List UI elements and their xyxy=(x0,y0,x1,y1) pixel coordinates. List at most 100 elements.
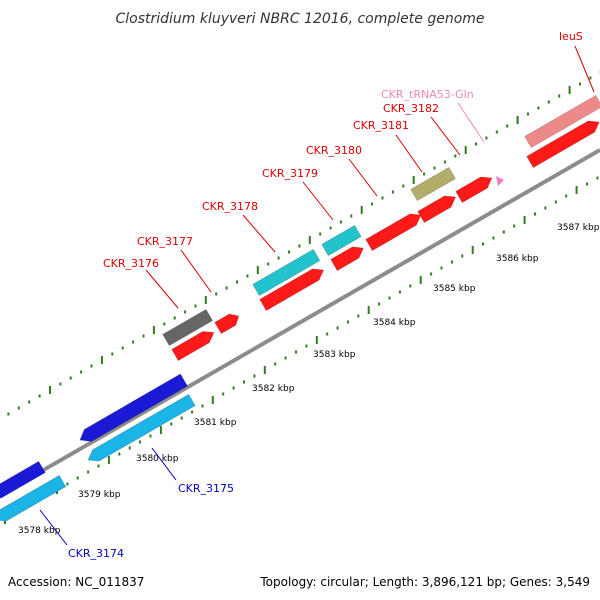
inner-minor-tick xyxy=(596,176,599,180)
gene-label: CKR_3175 xyxy=(178,482,234,495)
outer-minor-tick xyxy=(38,394,41,398)
inner-minor-tick xyxy=(305,344,308,348)
cds-3178-cyan xyxy=(252,248,321,297)
genome-backbone xyxy=(0,148,600,497)
accession-label: Accession: NC_011837 xyxy=(8,575,144,589)
cds-3180-shape xyxy=(365,213,422,252)
cds-reverse-3174a-shape xyxy=(0,460,46,499)
gene-callouts: CKR_3174 CKR_3175 CKR_3176 CKR_3177 CKR_3178… xyxy=(39,30,595,560)
inner-major-tick xyxy=(159,426,162,434)
inner-minor-tick xyxy=(430,272,433,276)
trna-marker xyxy=(496,176,504,186)
inner-minor-tick xyxy=(97,464,100,468)
outer-minor-tick xyxy=(298,244,301,248)
outer-minor-tick xyxy=(579,82,581,86)
inner-minor-tick xyxy=(336,326,339,330)
cds-3181-shape xyxy=(417,195,457,224)
inner-major-tick xyxy=(471,246,474,254)
gene-label: CKR_3174 xyxy=(68,547,124,560)
outer-minor-tick xyxy=(423,172,426,176)
outer-minor-tick xyxy=(173,316,176,320)
kbp-label: 3584 kbp xyxy=(373,318,416,328)
cds-leuS-shape xyxy=(526,120,600,169)
kbp-label: 3578 kbp xyxy=(18,526,61,536)
inner-major-tick xyxy=(367,306,370,314)
kbp-label: 3580 kbp xyxy=(136,454,179,464)
kbp-label: 3587 kbp xyxy=(557,223,600,233)
cds-3182-shape xyxy=(455,176,493,204)
gene-label: CKR_3176 xyxy=(103,257,159,270)
callout-line xyxy=(151,447,177,481)
outer-minor-tick xyxy=(558,94,561,98)
outer-minor-tick xyxy=(163,322,166,326)
kbp-label: 3581 kbp xyxy=(194,418,237,428)
inner-minor-tick xyxy=(128,446,131,450)
cds-leuS-light-shape xyxy=(524,94,600,149)
gene-label: CKR_3182 xyxy=(383,102,439,115)
cds-reverse-3174b xyxy=(0,474,67,522)
outer-minor-tick xyxy=(371,202,374,206)
map-title: Clostridium kluyveri NBRC 12016, complet… xyxy=(115,11,484,27)
outer-minor-tick xyxy=(225,286,228,290)
cds-reverse-3175b xyxy=(87,393,196,462)
callout-line xyxy=(574,45,595,93)
outer-major-tick xyxy=(412,176,415,184)
inner-minor-tick xyxy=(243,380,245,384)
inner-minor-tick xyxy=(513,224,516,228)
inner-minor-tick xyxy=(295,350,297,354)
inner-major-tick xyxy=(575,186,578,194)
inner-minor-tick xyxy=(191,410,194,414)
inner-minor-tick xyxy=(357,314,360,318)
inner-minor-tick xyxy=(149,434,152,438)
outer-minor-tick xyxy=(288,250,290,254)
outer-minor-tick xyxy=(527,112,529,116)
inner-minor-tick xyxy=(201,404,204,408)
cds-reverse-3174b-shape xyxy=(0,474,67,522)
inner-minor-tick xyxy=(398,290,401,294)
outer-minor-tick xyxy=(142,334,145,338)
inner-minor-tick xyxy=(180,416,183,420)
cds-3179 xyxy=(330,246,364,272)
inner-minor-tick xyxy=(502,230,505,234)
inner-major-tick xyxy=(523,216,526,224)
inner-minor-tick xyxy=(66,482,69,486)
outer-minor-tick xyxy=(121,346,124,350)
inner-minor-tick xyxy=(492,236,495,240)
cds-3178 xyxy=(259,268,325,312)
outer-minor-tick xyxy=(7,412,10,416)
outer-minor-tick xyxy=(495,130,498,134)
feature-track xyxy=(0,94,600,522)
kbp-label: 3585 kbp xyxy=(433,284,476,294)
inner-minor-tick xyxy=(544,206,547,210)
callout-line xyxy=(180,249,212,293)
kbp-label: 3582 kbp xyxy=(252,384,295,394)
outer-minor-tick xyxy=(485,136,488,140)
inner-major-tick xyxy=(211,396,214,404)
gene-label: CKR_3180 xyxy=(306,144,362,157)
outer-minor-tick xyxy=(69,376,72,380)
inner-minor-tick xyxy=(170,422,173,426)
outer-minor-tick xyxy=(350,214,353,218)
callout-line xyxy=(302,181,334,221)
cds-3176-shape xyxy=(171,331,215,362)
cds-3176-gray-shape xyxy=(162,308,213,347)
outer-minor-tick xyxy=(454,154,457,158)
inner-minor-tick xyxy=(118,452,121,456)
outer-major-tick xyxy=(100,356,103,364)
outer-minor-tick xyxy=(246,274,249,278)
outer-major-tick xyxy=(256,266,259,274)
inner-major-tick xyxy=(419,276,422,284)
callout-line xyxy=(145,269,179,309)
outer-minor-tick xyxy=(17,406,20,410)
cds-3177-shape xyxy=(214,313,240,335)
inner-minor-tick xyxy=(222,392,225,396)
cds-3176-gray xyxy=(162,308,213,347)
cds-3176 xyxy=(171,331,215,362)
inner-minor-tick xyxy=(388,296,391,300)
cds-3179-cyan-shape xyxy=(321,224,362,257)
outer-minor-tick xyxy=(28,400,31,404)
callout-line xyxy=(242,214,276,253)
inner-minor-tick xyxy=(284,356,287,360)
cds-reverse-3175b-shape xyxy=(87,393,196,462)
